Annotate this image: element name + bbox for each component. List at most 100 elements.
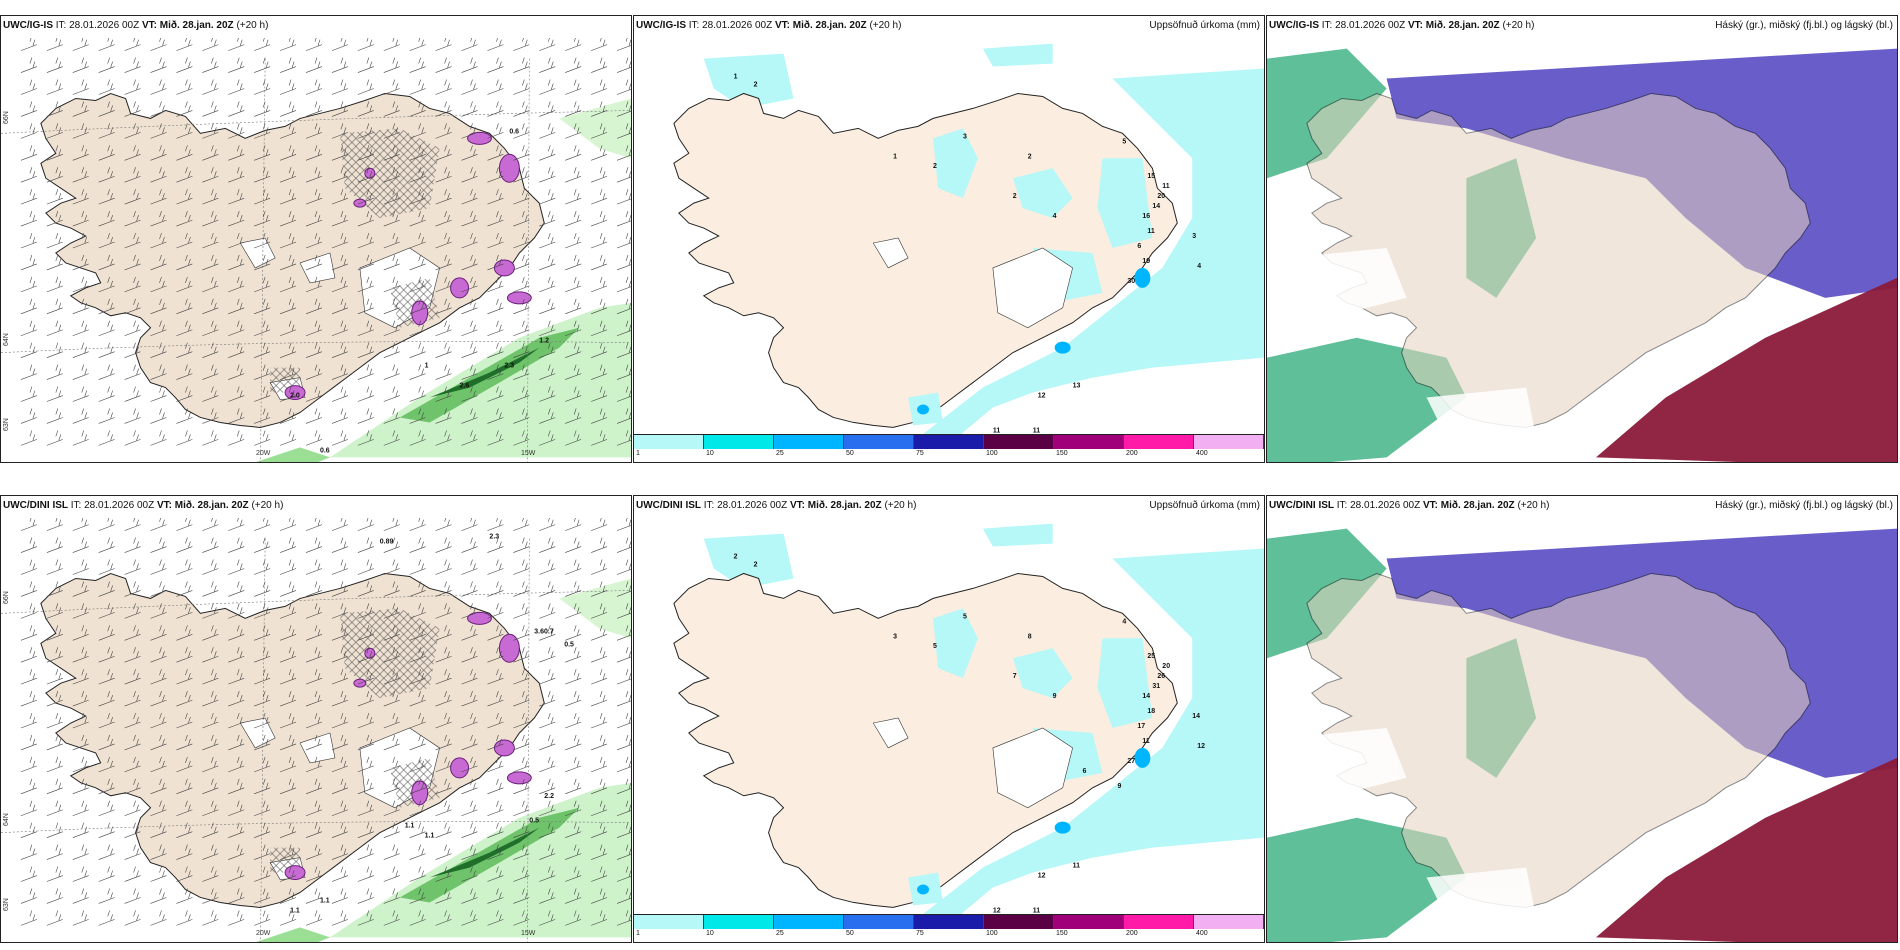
wind-value: 2.6 — [460, 383, 470, 390]
blob — [493, 259, 515, 277]
wind-value: 2.3 — [489, 534, 499, 541]
panel-field-title: Háský (gr.), miðský (fj.bl.) og lágský (… — [1715, 500, 1893, 511]
map-panel-wind: UWC/DINI ISL IT: 28.01.2026 00Z VT: Mið.… — [0, 495, 632, 943]
precip-value: 17 — [1137, 723, 1145, 730]
vt-value: Mið. 28.jan. 20Z — [174, 500, 249, 511]
precip-value: 4 — [1122, 618, 1126, 625]
blob — [284, 865, 306, 881]
precip-value: 11 — [1162, 183, 1169, 190]
precip-value: 15 — [1147, 173, 1155, 180]
blob — [411, 300, 429, 326]
vt-value: Mið. 28.jan. 20Z — [807, 500, 882, 511]
precip-value: 12 — [1038, 393, 1046, 400]
precip-shading — [703, 523, 1264, 924]
latitude-label: 66N — [3, 111, 10, 124]
colorbar-segment — [1054, 915, 1124, 929]
panel-field-title: Uppsöfnuð úrkoma (mm) — [1149, 500, 1260, 511]
vt-value: Mið. 28.jan. 20Z — [1425, 20, 1500, 31]
vt-label: VT: — [141, 20, 157, 31]
precip-value: 26 — [1157, 673, 1165, 680]
wind-value: 0.5 — [529, 818, 539, 825]
precip-value: 11 — [993, 427, 1000, 434]
precip-value: 11 — [1073, 863, 1080, 870]
longitude-label: 20W — [256, 930, 271, 937]
colorbar-tick: 75 — [916, 450, 924, 457]
precip-value: 18 — [1147, 708, 1155, 715]
latitude-label: 64N — [3, 813, 10, 826]
blob — [498, 153, 520, 183]
map-canvas: 0.62.62.31.20.60.92.01 — [1, 38, 631, 462]
it-label: IT: — [55, 20, 67, 31]
panel-header: UWC/DINI ISL IT: 28.01.2026 00Z VT: Mið.… — [636, 500, 916, 511]
vt-label: VT: — [774, 20, 790, 31]
precip-value: 1 — [893, 153, 897, 160]
precip-value: 11 — [1142, 738, 1149, 745]
precip-value: 8 — [1028, 633, 1032, 640]
wind-barbs — [20, 38, 631, 446]
precip-value: 11 — [1033, 907, 1040, 914]
panel-field-title: Uppsöfnuð úrkoma (mm) — [1149, 20, 1260, 31]
colorbar-tick: 200 — [1126, 450, 1138, 457]
blob — [506, 771, 532, 785]
precip-value: 5 — [963, 613, 967, 620]
mid-cloud — [1595, 757, 1897, 942]
wind-value: 2.0 — [290, 393, 300, 400]
precip-value: 2 — [754, 561, 758, 568]
latitude-label: 66N — [3, 591, 10, 604]
glacier-outlines — [872, 237, 1073, 329]
precip-value: 16 — [1142, 213, 1150, 220]
blob — [450, 277, 470, 299]
it-value: 28.01.2026 00Z — [1350, 500, 1421, 511]
longitude-label: 15W — [521, 930, 536, 937]
precip-value: 25 — [1147, 653, 1155, 660]
wind-value-labels: 0.89 2.3 3.60.7 0.5 1.1 1.1 1.1 1.1 0.5 2.2 — [290, 534, 574, 915]
wind-value-labels: 0.62.62.31.20.60.92.01 — [290, 128, 549, 454]
wind-value: 0.89 — [380, 539, 394, 546]
iceland-land — [673, 92, 1178, 428]
vt-label: VT: — [1422, 500, 1438, 511]
model-name: UWC/DINI ISL — [636, 500, 701, 511]
map-panel-precip: UWC/IG-IS IT: 28.01.2026 00Z VT: Mið. 28… — [633, 15, 1265, 463]
precip-heavy — [917, 747, 1151, 895]
panel-header: UWC/IG-IS IT: 28.01.2026 00Z VT: Mið. 28… — [1269, 20, 1534, 31]
colorbar-tick: 400 — [1196, 450, 1208, 457]
panel-header: UWC/IG-IS IT: 28.01.2026 00Z VT: Mið. 28… — [636, 20, 901, 31]
precip-value: 1 — [734, 74, 738, 81]
colorbar-tick: 10 — [706, 930, 714, 937]
cloud-overlay-white — [1276, 728, 1537, 938]
colorbar-segment — [1054, 435, 1124, 449]
model-name: UWC/DINI ISL — [1269, 500, 1334, 511]
colorbar-segment — [1124, 915, 1194, 929]
blob — [467, 131, 492, 145]
precip-value: 4 — [1197, 263, 1201, 270]
model-name: UWC/DINI ISL — [3, 500, 68, 511]
glacier-outlines — [872, 717, 1073, 809]
wind-value: 1.1 — [425, 833, 435, 840]
precip-value: 14 — [1152, 203, 1160, 210]
it-value: 28.01.2026 00Z — [1335, 20, 1406, 31]
precip-value: 30 — [1127, 278, 1135, 285]
precip-value: 6 — [1083, 768, 1087, 775]
precip-value: 14 — [1192, 713, 1200, 720]
map-panel-cloud: UWC/IG-IS IT: 28.01.2026 00Z VT: Mið. 28… — [1266, 15, 1898, 463]
vt-label: VT: — [789, 500, 805, 511]
precip-value: 3 — [963, 133, 967, 140]
map-canvas: 0.89 2.3 3.60.7 0.5 1.1 1.1 1.1 1.1 0.5 2.2 — [1, 518, 631, 942]
iceland-land — [673, 572, 1178, 908]
colorbar-segment — [914, 915, 984, 929]
wind-value: 1 — [425, 363, 429, 370]
blob — [506, 291, 532, 305]
colorbar-tick: 200 — [1126, 930, 1138, 937]
precip-value: 2 — [1028, 153, 1032, 160]
it-label: IT: — [703, 500, 715, 511]
precip-value: 12 — [993, 907, 1001, 914]
longitude-label: 15W — [521, 450, 536, 457]
precip-shading — [703, 43, 1264, 444]
blob — [498, 633, 520, 663]
latitude-label: 64N — [3, 333, 10, 346]
precip-value-labels: 2235587942520263114181711271211111214129… — [734, 554, 1205, 915]
map-panel-cloud: UWC/DINI ISL IT: 28.01.2026 00Z VT: Mið.… — [1266, 495, 1898, 943]
lead-time: (+20 h) — [251, 500, 284, 511]
panel-field-title: Háský (gr.), miðský (fj.bl.) og lágský (… — [1715, 20, 1893, 31]
map-panel-wind: UWC/IG-IS IT: 28.01.2026 00Z VT: Mið. 28… — [0, 15, 632, 463]
